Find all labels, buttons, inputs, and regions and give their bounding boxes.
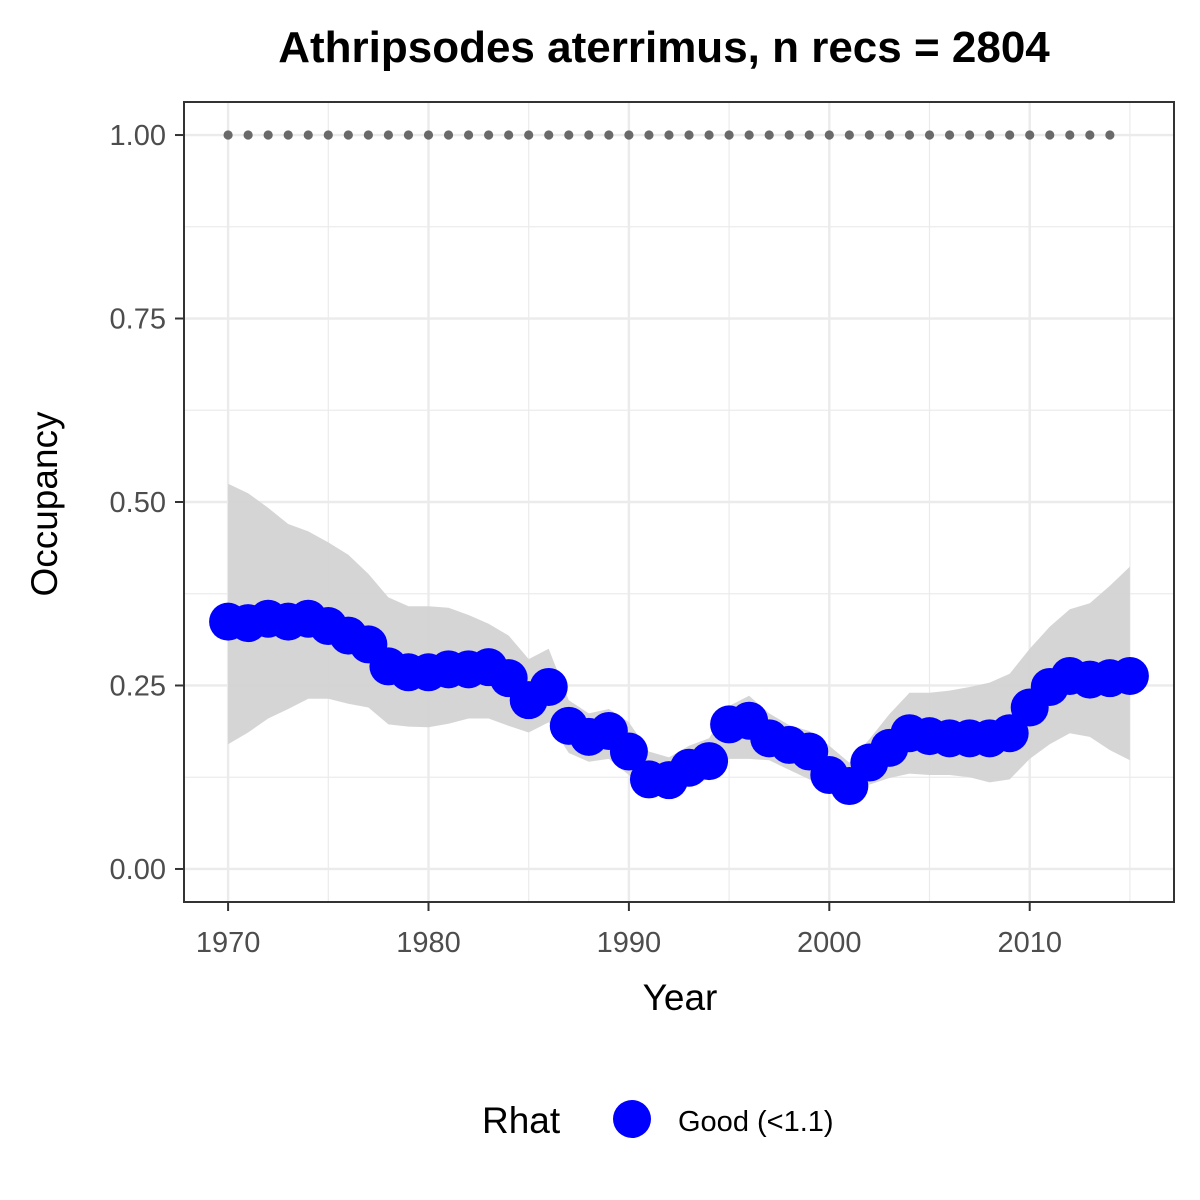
reference-dot — [664, 130, 674, 140]
reference-dot — [283, 130, 293, 140]
reference-dot — [484, 130, 494, 140]
reference-dot — [1065, 130, 1075, 140]
reference-dot — [844, 130, 854, 140]
reference-dot — [644, 130, 654, 140]
reference-dot — [363, 130, 373, 140]
legend-label-good: Good (<1.1) — [678, 1106, 834, 1138]
x-tick-label: 2000 — [797, 927, 862, 959]
reference-dot — [443, 130, 454, 140]
reference-dot — [544, 130, 554, 140]
reference-dot — [1085, 130, 1095, 140]
reference-dot — [784, 130, 794, 140]
reference-dots — [223, 130, 1115, 140]
reference-dot — [604, 130, 614, 140]
legend: Rhat Good (<1.1) — [482, 1100, 834, 1141]
reference-dot — [924, 130, 935, 140]
legend-key-good — [613, 1100, 651, 1138]
reference-dot — [223, 130, 233, 140]
reference-dot — [964, 130, 975, 140]
y-axis: 0.00 0.25 0.50 0.75 1.00 — [110, 120, 184, 886]
reference-dot — [624, 130, 634, 140]
reference-dot — [944, 130, 955, 140]
confidence-ribbon — [228, 483, 1130, 792]
reference-dot — [1045, 130, 1055, 140]
occupancy-point — [990, 714, 1029, 753]
reference-dot — [323, 130, 333, 140]
reference-dot — [985, 130, 995, 140]
reference-dot — [383, 130, 394, 140]
reference-dot — [403, 130, 414, 140]
reference-dot — [704, 130, 714, 140]
y-tick-label: 0.75 — [110, 304, 166, 336]
reference-dot — [744, 130, 754, 140]
reference-dot — [804, 130, 814, 140]
y-tick-label: 0.25 — [110, 670, 166, 702]
occupancy-point — [690, 742, 729, 781]
x-tick-label: 1980 — [396, 927, 461, 959]
occupancy-point — [609, 732, 648, 771]
reference-dot — [724, 130, 734, 140]
reference-dot — [343, 130, 353, 140]
x-axis: 1970 1980 1990 2000 2010 — [196, 902, 1062, 959]
reference-dot — [504, 130, 514, 140]
occupancy-points — [209, 599, 1149, 806]
reference-dot — [303, 130, 313, 140]
reference-dot — [764, 130, 774, 140]
y-tick-label: 0.00 — [110, 854, 166, 886]
reference-dot — [524, 130, 534, 140]
reference-dot — [1005, 130, 1015, 140]
y-tick-label: 0.50 — [110, 487, 166, 519]
reference-dot — [824, 130, 834, 140]
chart-title: Athripsodes aterrimus, n recs = 2804 — [278, 23, 1050, 72]
x-tick-label: 1990 — [597, 927, 662, 959]
reference-dot — [904, 130, 915, 140]
occupancy-point — [529, 667, 568, 706]
x-tick-label: 2010 — [997, 927, 1062, 959]
reference-dot — [884, 130, 895, 140]
reference-dot — [864, 130, 874, 140]
y-axis-title: Occupancy — [24, 411, 65, 597]
reference-dot — [564, 130, 574, 140]
reference-dot — [684, 130, 694, 140]
reference-dot — [1105, 130, 1115, 140]
reference-dot — [463, 130, 474, 140]
legend-title: Rhat — [482, 1100, 561, 1141]
x-axis-title: Year — [643, 977, 718, 1018]
reference-dot — [243, 130, 253, 140]
y-tick-label: 1.00 — [110, 120, 166, 152]
reference-dot — [1025, 130, 1035, 140]
reference-dot — [584, 130, 594, 140]
plot-panel — [183, 101, 1175, 903]
occupancy-point — [1110, 656, 1149, 695]
reference-dot — [423, 130, 434, 140]
reference-dot — [263, 130, 273, 140]
x-tick-label: 1970 — [196, 927, 261, 959]
